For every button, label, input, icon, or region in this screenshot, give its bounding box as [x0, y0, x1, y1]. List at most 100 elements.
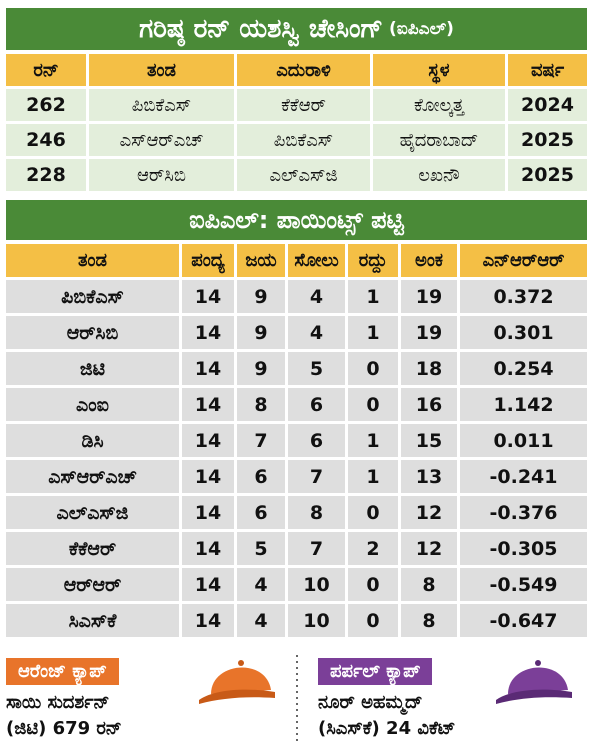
- cap-player: ನೂರ್ ಅಹಮ್ಮದ್: [318, 692, 423, 713]
- chase-table: ರನ್ ತಂಡ ಎದುರಾಳಿ ಸ್ಥಳ ವರ್ಷ 262 ಪಿಬಿಕೆಎಸ್ ಕೆಕೆಆರ್…: [6, 54, 587, 191]
- table-cell: 0.254: [460, 352, 587, 385]
- table-cell: -0.305: [460, 532, 587, 565]
- table-cell: 14: [182, 352, 234, 385]
- table-cell: 2024: [508, 89, 587, 121]
- table-cell: 0: [348, 388, 398, 421]
- table-cell: 14: [182, 316, 234, 349]
- table-cell: -0.241: [460, 460, 587, 493]
- table-cell: 246: [6, 124, 86, 156]
- table-cell: 14: [182, 532, 234, 565]
- table-cell: ಸಿಎಸ್‌ಕೆ: [6, 604, 179, 637]
- table-cell: 4: [237, 568, 285, 601]
- header-cell: ಎದುರಾಳಿ: [237, 54, 370, 86]
- cap-icon: [496, 660, 572, 704]
- table-cell: 6: [288, 424, 345, 457]
- table-cell: 8: [288, 496, 345, 529]
- table-cell: 2025: [508, 159, 587, 191]
- table-cell: 14: [182, 568, 234, 601]
- points-table: ತಂಡ ಪಂದ್ಯ ಜಯ ಸೋಲು ರದ್ದು ಅಂಕ ಎನ್‌ಆರ್‌ಆರ್ ಪಿಬಿಕೆಎ…: [6, 244, 587, 637]
- table-cell: 12: [401, 496, 457, 529]
- table-cell: 5: [288, 352, 345, 385]
- table-cell: 9: [237, 280, 285, 313]
- header-cell: ತಂಡ: [89, 54, 234, 86]
- table-cell: 7: [288, 532, 345, 565]
- table-cell: 4: [288, 280, 345, 313]
- points-title-text: ಐಪಿಎಲ್: ಪಾಯಿಂಟ್ಸ್ ಪಟ್ಟಿ: [189, 206, 404, 234]
- table-cell: ಎಸ್‌ಆರ್‌ಎಚ್: [6, 460, 179, 493]
- cap-detail: (ಜಿಟಿ) 679 ರನ್: [6, 718, 122, 739]
- table-cell: 1.142: [460, 388, 587, 421]
- table-cell: 4: [237, 604, 285, 637]
- table-cell: 14: [182, 460, 234, 493]
- header-cell: ಜಯ: [237, 244, 285, 277]
- table-cell: -0.647: [460, 604, 587, 637]
- table-cell: 18: [401, 352, 457, 385]
- table-cell: ಲಖನೌ: [373, 159, 505, 191]
- table-cell: 1: [348, 316, 398, 349]
- table-cell: 6: [237, 460, 285, 493]
- table-cell: 15: [401, 424, 457, 457]
- table-cell: 6: [237, 496, 285, 529]
- points-title: ಐಪಿಎಲ್: ಪಾಯಿಂಟ್ಸ್ ಪಟ್ಟಿ: [6, 200, 587, 240]
- table-cell: 14: [182, 388, 234, 421]
- table-cell: 10: [288, 604, 345, 637]
- header-cell: ಎನ್‌ಆರ್‌ಆರ್: [460, 244, 587, 277]
- separator: [296, 655, 298, 743]
- cap-label: ಪರ್ಪಲ್ ಕ್ಯಾಪ್: [318, 658, 433, 685]
- table-cell: 19: [401, 316, 457, 349]
- table-cell: 0.372: [460, 280, 587, 313]
- table-cell: ಆರ್‌ಸಿಬಿ: [6, 316, 179, 349]
- table-cell: 6: [288, 388, 345, 421]
- header-cell: ವರ್ಷ: [508, 54, 587, 86]
- orange-cap: ಆರೆಂಜ್ ಕ್ಯಾಪ್ ಸಾಯಿ ಸುದರ್ಶನ್ (ಜಿಟಿ) 679 ರ…: [6, 650, 291, 745]
- table-cell: 7: [237, 424, 285, 457]
- table-cell: ಹೈದರಾಬಾದ್: [373, 124, 505, 156]
- table-cell: 2025: [508, 124, 587, 156]
- table-cell: 1: [348, 424, 398, 457]
- table-cell: 10: [288, 568, 345, 601]
- table-cell: 14: [182, 604, 234, 637]
- chase-title: ಗರಿಷ್ಠ ರನ್ ಯಶಸ್ವಿ ಚೇಸಿಂಗ್ (ಐಪಿಎಲ್): [6, 8, 587, 50]
- table-cell: ಎಲ್‌ಎಸ್‌ಜಿ: [237, 159, 370, 191]
- table-cell: 228: [6, 159, 86, 191]
- table-cell: 0.301: [460, 316, 587, 349]
- cap-detail: (ಸಿಎಸ್‌ಕೆ) 24 ವಿಕೆಟ್: [318, 718, 456, 739]
- purple-cap: ಪರ್ಪಲ್ ಕ್ಯಾಪ್ ನೂರ್ ಅಹಮ್ಮದ್ (ಸಿಎಸ್‌ಕೆ) 24…: [318, 650, 588, 745]
- table-cell: 0: [348, 352, 398, 385]
- chase-title-text: ಗರಿಷ್ಠ ರನ್ ಯಶಸ್ವಿ ಚೇಸಿಂಗ್: [139, 13, 384, 44]
- table-cell: 0: [348, 604, 398, 637]
- table-cell: 2: [348, 532, 398, 565]
- table-cell: ಕೋಲ್ಕತ್ತ: [373, 89, 505, 121]
- table-cell: 8: [401, 604, 457, 637]
- header-cell: ರನ್: [6, 54, 86, 86]
- header-cell: ರದ್ದು: [348, 244, 398, 277]
- table-cell: 9: [237, 352, 285, 385]
- header-cell: ಸ್ಥಳ: [373, 54, 505, 86]
- table-cell: -0.549: [460, 568, 587, 601]
- table-cell: 1: [348, 280, 398, 313]
- table-cell: 0: [348, 496, 398, 529]
- table-cell: 16: [401, 388, 457, 421]
- table-cell: 8: [237, 388, 285, 421]
- table-cell: ಎಂಐ: [6, 388, 179, 421]
- table-cell: 13: [401, 460, 457, 493]
- table-cell: 4: [288, 316, 345, 349]
- table-cell: -0.376: [460, 496, 587, 529]
- table-cell: ಪಿಬಿಕೆಎಸ್: [237, 124, 370, 156]
- header-cell: ಅಂಕ: [401, 244, 457, 277]
- table-cell: 19: [401, 280, 457, 313]
- header-cell: ಸೋಲು: [288, 244, 345, 277]
- header-cell: ಪಂದ್ಯ: [182, 244, 234, 277]
- table-cell: 9: [237, 316, 285, 349]
- table-cell: ಕೆಕೆಆರ್: [237, 89, 370, 121]
- table-cell: ಪಿಬಿಕೆಎಸ್: [89, 89, 234, 121]
- table-cell: 0.011: [460, 424, 587, 457]
- table-cell: 12: [401, 532, 457, 565]
- cap-player: ಸಾಯಿ ಸುದರ್ಶನ್: [6, 692, 110, 713]
- cap-icon: [199, 660, 275, 704]
- table-cell: 7: [288, 460, 345, 493]
- table-cell: ಆರ್‌ಸಿಬಿ: [89, 159, 234, 191]
- chase-title-note: (ಐಪಿಎಲ್): [389, 19, 454, 39]
- cap-label: ಆರೆಂಜ್ ಕ್ಯಾಪ್: [6, 658, 119, 685]
